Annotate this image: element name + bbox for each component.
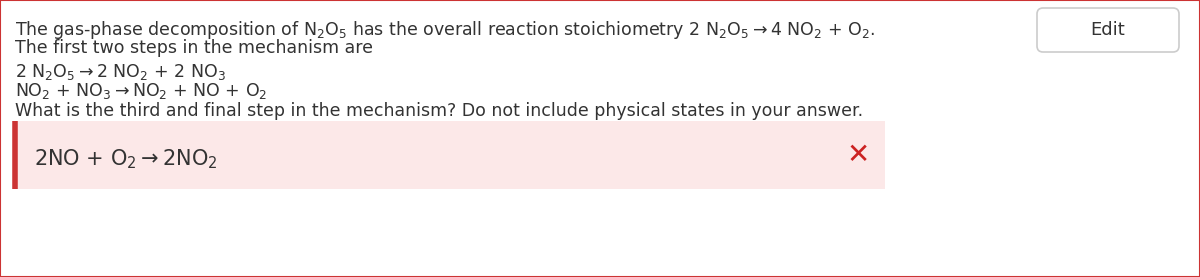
Text: The first two steps in the mechanism are: The first two steps in the mechanism are xyxy=(14,39,373,57)
Text: ✕: ✕ xyxy=(846,141,870,169)
FancyBboxPatch shape xyxy=(1037,8,1178,52)
Text: 2 $\mathregular{N_2O_5}$$\rightarrow$2 $\mathregular{NO_2}$ + 2 $\mathregular{NO: 2 $\mathregular{N_2O_5}$$\rightarrow$2 $… xyxy=(14,62,226,82)
Text: The gas-phase decomposition of $\mathregular{N_2O_5}$ has the overall reaction s: The gas-phase decomposition of $\mathreg… xyxy=(14,19,875,41)
Text: What is the third and final step in the mechanism? Do not include physical state: What is the third and final step in the … xyxy=(14,102,863,120)
FancyBboxPatch shape xyxy=(14,121,886,189)
Text: 2NO + $\mathregular{O_2}$$\rightarrow$2$\mathregular{NO_2}$: 2NO + $\mathregular{O_2}$$\rightarrow$2$… xyxy=(34,147,217,171)
Text: $\mathregular{NO_2}$ + $\mathregular{NO_3}$$\rightarrow$$\mathregular{NO_2}$ + N: $\mathregular{NO_2}$ + $\mathregular{NO_… xyxy=(14,81,268,101)
Text: Edit: Edit xyxy=(1091,21,1126,39)
